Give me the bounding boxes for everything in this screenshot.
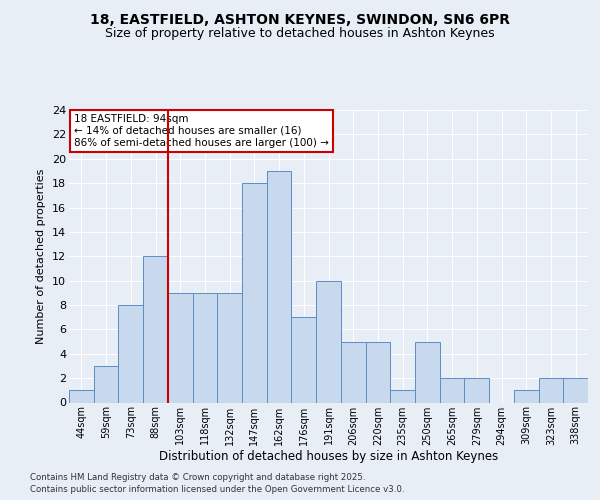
Bar bbox=[415, 342, 440, 402]
Bar bbox=[292, 317, 316, 402]
Text: Contains public sector information licensed under the Open Government Licence v3: Contains public sector information licen… bbox=[30, 485, 404, 494]
Bar bbox=[539, 378, 563, 402]
X-axis label: Distribution of detached houses by size in Ashton Keynes: Distribution of detached houses by size … bbox=[159, 450, 498, 463]
Bar bbox=[514, 390, 539, 402]
Text: Size of property relative to detached houses in Ashton Keynes: Size of property relative to detached ho… bbox=[105, 28, 495, 40]
Bar bbox=[118, 305, 143, 402]
Bar bbox=[464, 378, 489, 402]
Bar bbox=[217, 293, 242, 403]
Text: Contains HM Land Registry data © Crown copyright and database right 2025.: Contains HM Land Registry data © Crown c… bbox=[30, 472, 365, 482]
Bar bbox=[267, 171, 292, 402]
Bar bbox=[365, 342, 390, 402]
Bar bbox=[390, 390, 415, 402]
Bar bbox=[341, 342, 365, 402]
Bar bbox=[94, 366, 118, 403]
Bar bbox=[193, 293, 217, 403]
Y-axis label: Number of detached properties: Number of detached properties bbox=[37, 168, 46, 344]
Text: 18 EASTFIELD: 94sqm
← 14% of detached houses are smaller (16)
86% of semi-detach: 18 EASTFIELD: 94sqm ← 14% of detached ho… bbox=[74, 114, 329, 148]
Bar bbox=[69, 390, 94, 402]
Bar bbox=[242, 183, 267, 402]
Bar bbox=[143, 256, 168, 402]
Bar bbox=[316, 280, 341, 402]
Bar bbox=[440, 378, 464, 402]
Bar bbox=[563, 378, 588, 402]
Text: 18, EASTFIELD, ASHTON KEYNES, SWINDON, SN6 6PR: 18, EASTFIELD, ASHTON KEYNES, SWINDON, S… bbox=[90, 12, 510, 26]
Bar bbox=[168, 293, 193, 403]
